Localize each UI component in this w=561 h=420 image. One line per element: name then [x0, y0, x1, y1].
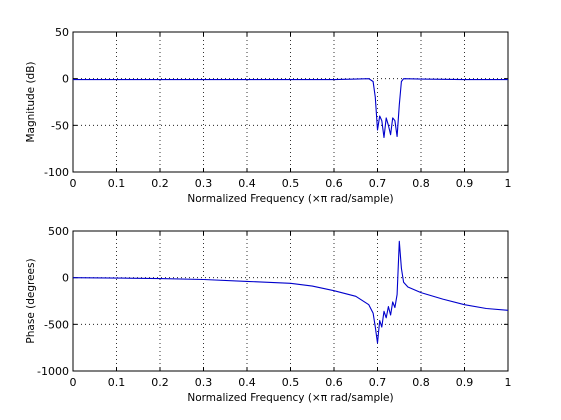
phase-y-tick-label: 0 [62, 272, 69, 285]
phase-x-tick-label: 0.6 [325, 376, 343, 389]
phase-x-tick-label: 0.9 [456, 376, 474, 389]
phase-x-tick-label: 0.7 [369, 376, 387, 389]
phase-y-tick-label: 500 [48, 225, 69, 238]
phase-plot: 0 0.1 0.2 0.3 0.4 0.5 0.6 0.7 0.8 0.9 1 500 0 -500 -10… [25, 225, 512, 404]
magnitude-y-tick-label: -100 [44, 166, 69, 179]
magnitude-series-line [73, 78, 508, 139]
magnitude-y-axis-label: Magnitude (dB) [25, 61, 37, 142]
phase-x-tick-label: 0 [70, 376, 77, 389]
phase-series-line [72, 240, 509, 344]
magnitude-x-tick-label: 0.5 [282, 177, 300, 190]
magnitude-x-tick-label: 0 [70, 177, 77, 190]
magnitude-x-tick-label: 1 [505, 177, 512, 190]
phase-x-tick-label: 1 [505, 376, 512, 389]
phase-y-tick-label: -1000 [37, 365, 69, 378]
phase-x-tick-label: 0.1 [108, 376, 126, 389]
magnitude-y-tick-label: 50 [55, 26, 69, 39]
magnitude-x-axis-label: Normalized Frequency (×π rad/sample) [187, 193, 393, 205]
magnitude-plot: 0 0.1 0.2 0.3 0.4 0.5 0.6 0.7 0.8 0.9 1 50 0 -50 -100 N… [25, 26, 512, 205]
phase-x-axis-label: Normalized Frequency (×π rad/sample) [187, 392, 393, 404]
phase-y-axis-label: Phase (degrees) [25, 258, 37, 343]
magnitude-y-tick-label: -50 [51, 119, 69, 132]
magnitude-x-tick-label: 0.9 [456, 177, 474, 190]
magnitude-y-tick-label: 0 [62, 73, 69, 86]
magnitude-x-tick-label: 0.8 [412, 177, 430, 190]
magnitude-x-tick-label: 0.1 [108, 177, 126, 190]
phase-x-tick-label: 0.3 [195, 376, 213, 389]
phase-y-tick-label: -500 [44, 318, 69, 331]
magnitude-x-tick-label: 0.7 [369, 177, 387, 190]
phase-x-tick-label: 0.8 [412, 376, 430, 389]
magnitude-x-tick-label: 0.4 [238, 177, 256, 190]
magnitude-x-tick-label: 0.6 [325, 177, 343, 190]
phase-x-tick-label: 0.4 [238, 376, 256, 389]
magnitude-x-tick-label: 0.2 [151, 177, 169, 190]
phase-x-tick-label: 0.2 [151, 376, 169, 389]
phase-x-tick-label: 0.5 [282, 376, 300, 389]
magnitude-x-tick-label: 0.3 [195, 177, 213, 190]
